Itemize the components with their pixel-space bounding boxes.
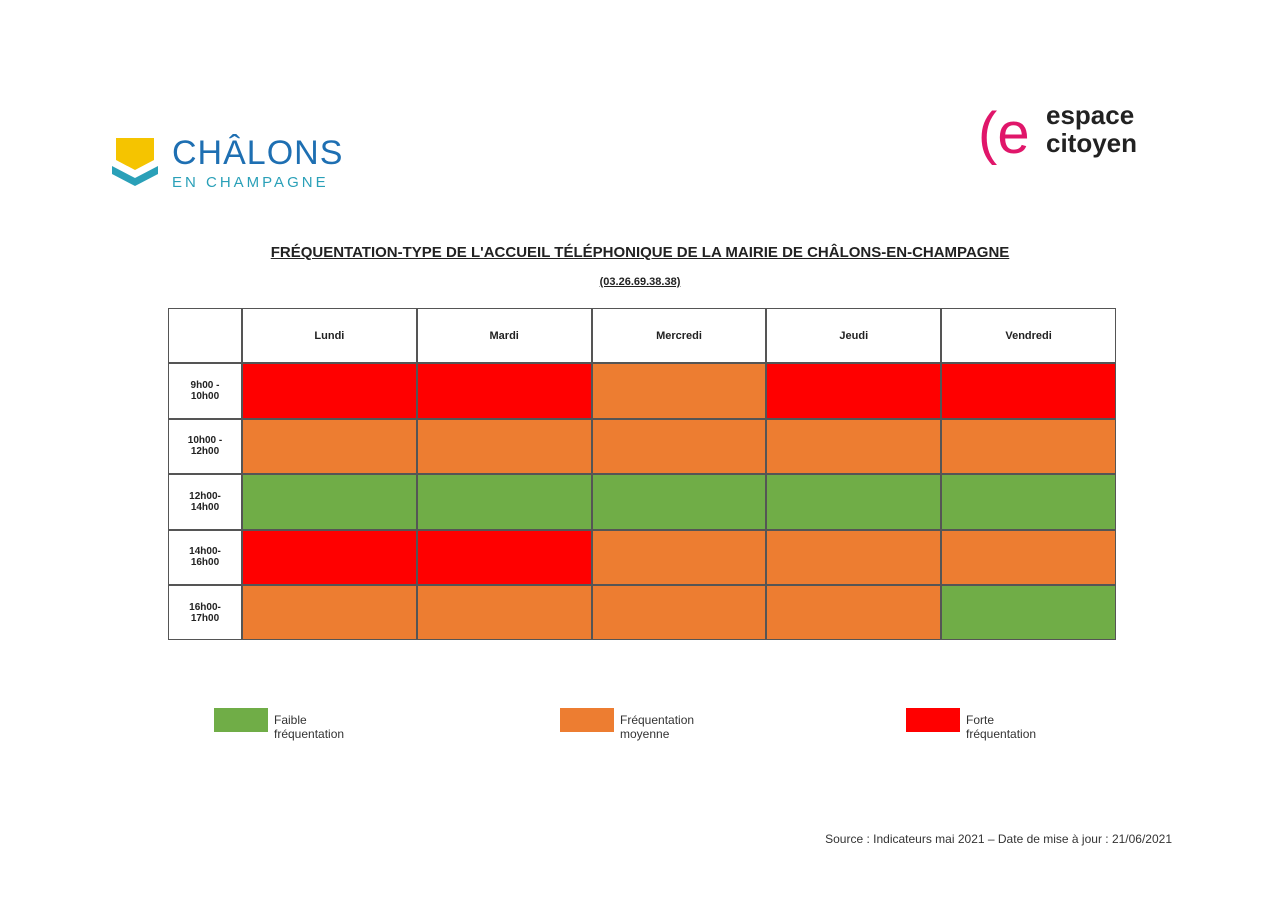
city-logo-sub: EN CHAMPAGNE — [172, 174, 329, 191]
frequency-cell — [242, 418, 417, 475]
legend-label: Faible fréquentation — [274, 713, 345, 741]
title: FRÉQUENTATION-TYPE DE L'ACCUEIL TÉLÉPHON… — [270, 244, 1010, 261]
frequency-cell — [941, 585, 1116, 641]
row-label: 16h00-17h00 — [168, 585, 242, 641]
frequency-cell — [242, 529, 417, 585]
frequency-cell — [242, 474, 417, 530]
city-logo-icon — [112, 136, 158, 188]
frequency-cell — [591, 474, 767, 530]
frequency-cell — [941, 363, 1116, 419]
frequency-cell — [941, 474, 1116, 530]
frequency-cell — [766, 418, 942, 475]
legend-label: Fréquentation moyenne — [620, 713, 695, 741]
legend-swatch — [906, 708, 960, 732]
subtitle: (03.26.69.38.38) — [599, 276, 681, 288]
row-label: 10h00 - 12h00 — [168, 418, 242, 475]
row-label: 9h00 - 10h00 — [168, 363, 242, 419]
frequency-cell — [941, 529, 1116, 585]
frequency-cell — [766, 474, 942, 530]
icon — [112, 138, 158, 186]
frequency-cell — [591, 363, 767, 419]
row-label: 12h00-14h00 — [168, 474, 242, 530]
espace-logo-line: espace — [1046, 100, 1135, 130]
frequency-cell — [766, 363, 942, 419]
row-label: 14h00-16h00 — [168, 529, 242, 585]
frequency-cell — [591, 529, 767, 585]
frequency-cell — [591, 418, 767, 475]
column-header: Lundi — [242, 308, 417, 364]
column-header: Vendredi — [941, 308, 1116, 364]
frequency-cell — [416, 585, 592, 641]
frequency-cell — [941, 418, 1116, 475]
frequency-cell — [766, 529, 942, 585]
espace-logo-line: citoyen — [1046, 128, 1138, 158]
column-header: Jeudi — [766, 308, 942, 364]
column-header: Mercredi — [591, 308, 767, 364]
frequency-cell — [416, 529, 592, 585]
city-logo-name: CHÂLONS — [172, 134, 344, 172]
frequency-cell — [416, 418, 592, 475]
corner-cell — [168, 308, 242, 364]
frequency-cell — [591, 585, 767, 641]
frequency-cell — [416, 474, 592, 530]
frequency-cell — [416, 363, 592, 419]
frequency-cell — [242, 363, 417, 419]
source: Source : Indicateurs mai 2021 – Date de … — [825, 832, 1172, 846]
legend-swatch — [560, 708, 614, 732]
legend-label: Forte fréquentation — [966, 713, 1037, 741]
espace-logo-icon: (e — [978, 101, 1030, 166]
legend-swatch — [214, 708, 268, 732]
frequency-cell — [242, 585, 417, 641]
frequency-cell — [766, 585, 942, 641]
column-header: Mardi — [416, 308, 592, 364]
